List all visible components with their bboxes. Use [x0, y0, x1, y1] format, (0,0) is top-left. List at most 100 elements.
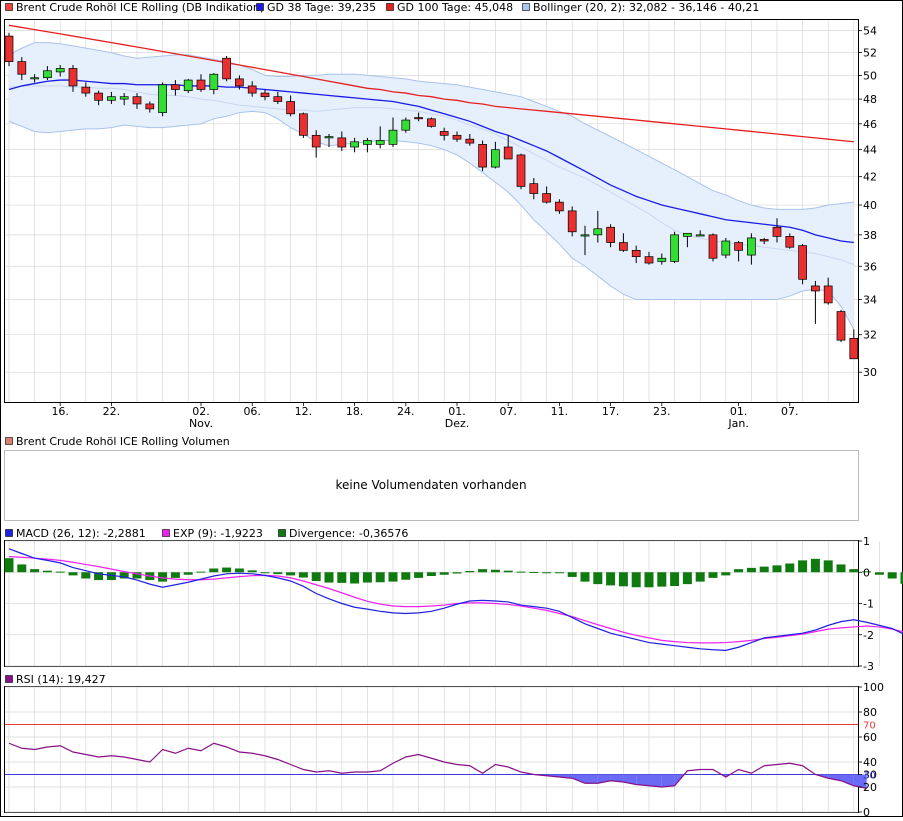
- macd-divergence-bar: [593, 572, 602, 584]
- price-y-tick-label: 44: [863, 144, 877, 157]
- candle-body: [389, 130, 397, 144]
- candle-body: [146, 104, 154, 109]
- candle-body: [415, 118, 423, 119]
- macd-divergence-bar: [504, 571, 513, 573]
- price-x-tick-label: 12.: [295, 405, 313, 418]
- price-y-tick-label: 50: [863, 69, 877, 82]
- macd-y-tick-label: -3: [863, 660, 874, 673]
- price-candle: [517, 154, 525, 190]
- candle-body: [735, 243, 743, 251]
- candle-body: [543, 194, 551, 203]
- macd-divergence-bar: [350, 572, 359, 583]
- volume-legend-swatch: [6, 438, 13, 445]
- candle-body: [824, 286, 832, 303]
- candle-body: [645, 257, 653, 263]
- macd-y-tick-label: -1: [863, 598, 874, 611]
- macd-legend-label-macd: MACD (26, 12): -2,2881: [16, 527, 146, 540]
- macd-divergence-bar: [312, 572, 321, 581]
- candle-body: [376, 140, 384, 144]
- macd-divergence-bar: [440, 572, 449, 575]
- candle-body: [632, 250, 640, 256]
- rsi-legend-label: RSI (14): 19,427: [16, 673, 106, 686]
- macd-divergence-bar: [261, 572, 270, 573]
- macd-legend-label-divergence: Divergence: -0,36576: [289, 527, 408, 540]
- price-y-tick-label: 46: [863, 118, 877, 131]
- price-x-tick-month: Dez.: [445, 417, 470, 430]
- rsi-oversold-segment: [649, 775, 662, 788]
- price-x-tick-month: Nov.: [189, 417, 213, 430]
- macd-divergence-bar: [30, 569, 39, 572]
- candle-body: [120, 97, 128, 99]
- price-legend-swatch-ma38: [257, 4, 264, 11]
- candle-body: [671, 235, 679, 262]
- macd-divergence-bar: [555, 572, 564, 573]
- candle-body: [325, 137, 333, 138]
- candle-body: [773, 227, 781, 236]
- macd-divergence-bar: [721, 572, 730, 575]
- candle-body: [517, 155, 525, 186]
- price-y-tick-label: 40: [863, 199, 877, 212]
- macd-divergence-bar: [465, 571, 474, 572]
- candle-body: [31, 78, 39, 79]
- macd-divergence-bar: [209, 569, 218, 573]
- candle-body: [69, 68, 77, 85]
- candle-body: [466, 139, 474, 143]
- candle-body: [594, 229, 602, 235]
- rsi-legend-swatch: [6, 676, 13, 683]
- macd-divergence-bar: [401, 572, 410, 580]
- price-y-tick-label: 42: [863, 171, 877, 184]
- macd-divergence-bar: [568, 572, 577, 577]
- macd-divergence-bar: [785, 564, 794, 573]
- candle-body: [171, 85, 179, 90]
- macd-divergence-bar: [529, 572, 538, 573]
- macd-divergence-bar: [337, 572, 346, 583]
- candle-body: [760, 239, 768, 241]
- macd-divergence-bar: [273, 572, 282, 574]
- candle-body: [133, 97, 141, 104]
- candle-body: [811, 286, 819, 291]
- candle-body: [184, 80, 192, 91]
- macd-divergence-bar: [56, 572, 65, 573]
- candle-body: [504, 147, 512, 159]
- candle-body: [56, 68, 64, 71]
- price-x-tick-label: 07.: [499, 405, 517, 418]
- rsi-y-tick-label: 80: [863, 706, 877, 719]
- macd-divergence-bar: [248, 570, 257, 572]
- price-x-tick-label: 24.: [397, 405, 415, 418]
- price-x-tick-label: 07.: [781, 405, 799, 418]
- macd-divergence-bar: [888, 572, 897, 578]
- price-legend-swatch-price: [6, 4, 13, 11]
- macd-divergence-bar: [69, 572, 78, 575]
- rsi-y-tick-label: 20: [863, 781, 877, 794]
- candle-body: [287, 102, 295, 114]
- candle-body: [683, 233, 691, 236]
- macd-divergence-bar: [5, 558, 14, 572]
- macd-divergence-bar: [670, 572, 679, 586]
- candle-body: [479, 144, 487, 167]
- candle-body: [786, 236, 794, 247]
- price-x-tick-month: Jan.: [727, 417, 748, 430]
- price-y-tick-label: 34: [863, 293, 877, 306]
- candle-body: [274, 97, 282, 102]
- macd-divergence-bar: [773, 565, 782, 572]
- macd-divergence-bar: [222, 568, 231, 573]
- macd-divergence-bar: [709, 572, 718, 578]
- rsi-ref-label-30: 30: [863, 771, 876, 782]
- macd-legend-swatch-signal: [163, 530, 170, 537]
- macd-divergence-bar: [299, 572, 308, 577]
- candle-body: [530, 184, 538, 194]
- rsi-y-tick-label: 0: [863, 806, 870, 817]
- price-candle: [799, 244, 807, 284]
- candle-body: [351, 142, 359, 147]
- rsi-ref-label-70: 70: [863, 721, 876, 732]
- price-y-tick-label: 52: [863, 47, 877, 60]
- candle-body: [5, 36, 13, 62]
- price-candle: [671, 232, 679, 263]
- candle-body: [402, 120, 410, 130]
- price-x-tick-label: 11.: [551, 405, 569, 418]
- price-x-tick-label: 17.: [602, 405, 620, 418]
